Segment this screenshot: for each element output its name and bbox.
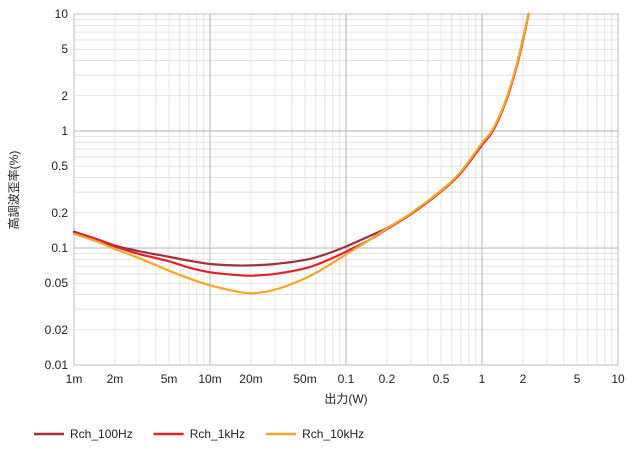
y-tick-labels: 0.01 0.02 0.05 0.1 0.2 0.5 1 2 5 10 — [45, 7, 69, 372]
y-tick-label: 2 — [61, 89, 68, 103]
series-line-rch-10khz — [72, 12, 530, 295]
x-tick-label: 20m — [239, 372, 262, 386]
legend-label: Rch_10kHz — [302, 427, 364, 441]
y-tick-label: 0.2 — [51, 206, 68, 220]
legend-label: Rch_100Hz — [70, 427, 133, 441]
y-tick-label: 0.05 — [45, 276, 69, 290]
x-tick-label: 10m — [198, 372, 221, 386]
x-tick-label: 2 — [520, 372, 527, 386]
x-tick-label: 10 — [611, 372, 625, 386]
x-tick-labels: 1m 2m 5m 10m 20m 50m 0.1 0.2 0.5 1 2 5 10 — [66, 372, 625, 386]
y-tick-label: 0.01 — [45, 358, 69, 372]
y-tick-label: 5 — [61, 42, 68, 56]
legend: Rch_100Hz Rch_1kHz Rch_10kHz — [34, 427, 364, 441]
series-layer — [72, 12, 530, 295]
x-tick-label: 50m — [293, 372, 316, 386]
legend-item: Rch_1kHz — [153, 427, 245, 441]
x-tick-label: 1m — [66, 372, 83, 386]
y-axis-label: 高調波歪率(%) — [6, 151, 21, 230]
x-tick-label: 0.2 — [379, 372, 396, 386]
x-tick-label: 0.5 — [433, 372, 450, 386]
legend-label: Rch_1kHz — [190, 427, 245, 441]
legend-item: Rch_10kHz — [266, 427, 364, 441]
plot-frame — [73, 13, 619, 366]
x-axis-label: 出力(W) — [324, 392, 367, 406]
y-tick-label: 10 — [55, 7, 69, 21]
x-tick-label: 2m — [107, 372, 124, 386]
y-tick-label: 0.02 — [45, 323, 69, 337]
x-tick-label: 5 — [574, 372, 581, 386]
legend-item: Rch_100Hz — [34, 427, 133, 441]
y-tick-label: 1 — [61, 124, 68, 138]
y-tick-label: 0.1 — [51, 241, 68, 255]
x-tick-label: 1 — [479, 372, 486, 386]
x-tick-label: 5m — [161, 372, 178, 386]
x-tick-label: 0.1 — [338, 372, 355, 386]
y-tick-label: 0.5 — [51, 159, 68, 173]
